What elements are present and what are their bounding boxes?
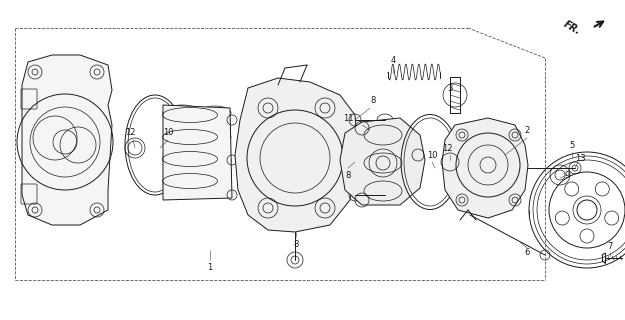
Text: 11: 11 bbox=[342, 114, 353, 123]
Polygon shape bbox=[442, 118, 528, 218]
Text: 13: 13 bbox=[575, 154, 585, 163]
Text: 10: 10 bbox=[162, 127, 173, 137]
Polygon shape bbox=[22, 55, 112, 225]
Polygon shape bbox=[163, 105, 232, 200]
Text: FR.: FR. bbox=[561, 19, 582, 37]
Text: 9: 9 bbox=[564, 171, 569, 180]
Text: 8: 8 bbox=[293, 239, 299, 249]
Text: 5: 5 bbox=[569, 140, 574, 149]
Text: 6: 6 bbox=[524, 247, 530, 257]
Text: 10: 10 bbox=[427, 150, 438, 159]
Text: 4: 4 bbox=[391, 55, 396, 65]
Text: 8: 8 bbox=[345, 171, 351, 180]
Text: 1: 1 bbox=[208, 263, 212, 273]
Polygon shape bbox=[235, 78, 358, 232]
Text: 12: 12 bbox=[442, 143, 452, 153]
Text: 7: 7 bbox=[608, 242, 612, 251]
Text: 2: 2 bbox=[524, 125, 529, 134]
Text: 8: 8 bbox=[370, 95, 376, 105]
Polygon shape bbox=[340, 118, 425, 205]
Text: 3: 3 bbox=[448, 84, 452, 92]
Text: 12: 12 bbox=[125, 127, 135, 137]
